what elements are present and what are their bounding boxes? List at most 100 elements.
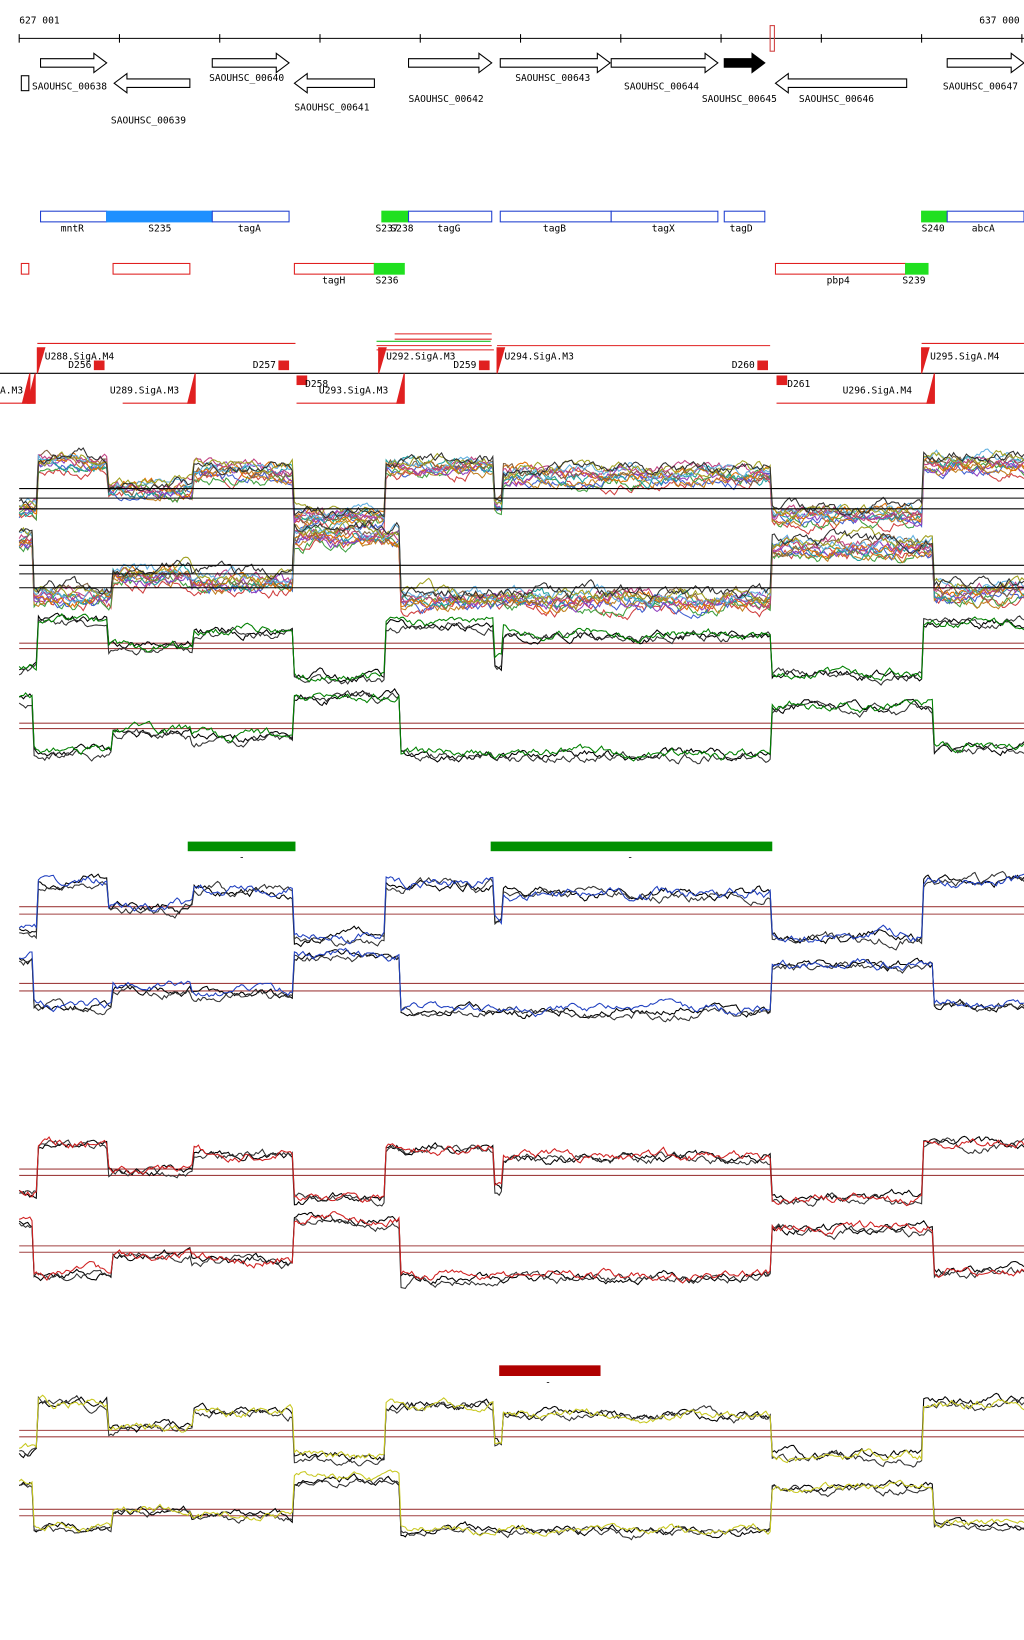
site-label: D257 bbox=[253, 360, 276, 371]
feature-label: tagG bbox=[437, 223, 460, 234]
feature-label: S235 bbox=[148, 223, 171, 234]
trace bbox=[18, 449, 1024, 526]
feature-label: S236 bbox=[375, 276, 398, 287]
feature-box bbox=[921, 210, 948, 223]
region-bar bbox=[187, 841, 296, 852]
site-label: D258 bbox=[305, 379, 328, 390]
gene-arrow bbox=[408, 52, 493, 74]
feature-box bbox=[20, 262, 30, 275]
bar-mark: - bbox=[239, 853, 245, 864]
site-label: D259 bbox=[453, 360, 476, 371]
gene-arrow bbox=[113, 72, 191, 94]
feature-label: S237 bbox=[375, 223, 398, 234]
trace bbox=[18, 455, 1024, 525]
gene-label: SAOUHSC_00640 bbox=[209, 73, 284, 84]
feature-box bbox=[946, 210, 1024, 223]
gene-arrow bbox=[774, 72, 908, 94]
feature-box bbox=[293, 262, 375, 275]
site-label: D256 bbox=[68, 360, 91, 371]
promoter-flag bbox=[921, 347, 930, 374]
trace bbox=[19, 870, 1024, 951]
terminator bbox=[278, 360, 290, 371]
promoter-flag bbox=[496, 347, 506, 374]
feature-label: tagB bbox=[543, 223, 566, 234]
gene-label: SAOUHSC_00647 bbox=[943, 81, 1018, 92]
gene-label: SAOUHSC_00642 bbox=[409, 94, 484, 105]
gene-label: SAOUHSC_00641 bbox=[294, 103, 369, 114]
trace bbox=[18, 519, 1024, 601]
site-label: A.M3 bbox=[0, 385, 23, 396]
trace bbox=[19, 1394, 1024, 1468]
bar-mark: - bbox=[627, 853, 633, 864]
feature-box bbox=[373, 262, 405, 275]
feature-label: tagD bbox=[730, 223, 753, 234]
feature-label: mntR bbox=[61, 223, 84, 234]
region-bar bbox=[490, 841, 773, 852]
trace bbox=[19, 1211, 1024, 1284]
feature-box bbox=[40, 210, 108, 223]
feature-label: tagA bbox=[238, 223, 261, 234]
promoter-flag bbox=[21, 373, 31, 404]
expression-traces bbox=[18, 447, 1024, 1541]
trace bbox=[18, 1469, 1024, 1537]
feature-label: S238 bbox=[390, 223, 413, 234]
trace bbox=[18, 873, 1024, 948]
site-label: U295.SigA.M4 bbox=[930, 351, 1000, 362]
terminator bbox=[757, 360, 768, 371]
gene-arrow bbox=[499, 52, 612, 74]
feature-label: S239 bbox=[902, 276, 925, 287]
trace bbox=[19, 612, 1024, 683]
trace bbox=[18, 873, 1024, 945]
trace bbox=[18, 1136, 1024, 1207]
gene-arrow bbox=[211, 52, 290, 74]
gene-label: SAOUHSC_00638 bbox=[32, 81, 107, 92]
site-label: U289.SigA.M3 bbox=[110, 385, 180, 396]
terminator bbox=[478, 360, 490, 371]
trace bbox=[19, 687, 1024, 763]
site-label: D260 bbox=[732, 360, 755, 371]
promoter-flag bbox=[396, 373, 405, 404]
feature-label: abcA bbox=[972, 223, 995, 234]
trace bbox=[18, 615, 1024, 686]
site-label: U296.SigA.M4 bbox=[843, 385, 913, 396]
promoter-flag bbox=[926, 373, 935, 404]
site-label: D261 bbox=[787, 379, 810, 390]
trace bbox=[18, 692, 1024, 762]
trace bbox=[18, 612, 1024, 683]
feature-box bbox=[112, 262, 191, 275]
feature-box bbox=[408, 210, 493, 223]
trace bbox=[19, 947, 1024, 1018]
feature-box bbox=[774, 262, 907, 275]
layout-shapes bbox=[0, 25, 1024, 1376]
trace bbox=[18, 456, 1024, 527]
trace bbox=[18, 1473, 1024, 1539]
feature-label: S240 bbox=[922, 223, 945, 234]
feature-label: tagH bbox=[322, 276, 345, 287]
feature-box bbox=[610, 210, 719, 223]
gene-stub bbox=[20, 75, 30, 92]
trace bbox=[18, 1214, 1024, 1290]
gene-arrow bbox=[723, 52, 766, 74]
feature-label: pbp4 bbox=[827, 276, 850, 287]
feature-box bbox=[905, 262, 929, 275]
trace bbox=[18, 455, 1024, 535]
terminator bbox=[93, 360, 105, 371]
trace bbox=[19, 519, 1024, 606]
ruler-start: 627 001 bbox=[19, 15, 60, 26]
feature-box bbox=[723, 210, 766, 223]
gene-arrow bbox=[40, 52, 108, 74]
site-label: U294.SigA.M3 bbox=[505, 351, 575, 362]
trace bbox=[19, 1394, 1024, 1464]
feature-box bbox=[211, 210, 290, 223]
site-label: U292.SigA.M3 bbox=[386, 351, 456, 362]
trace bbox=[19, 1137, 1024, 1207]
trace bbox=[18, 952, 1024, 1023]
gene-label: SAOUHSC_00645 bbox=[702, 94, 777, 105]
feature-box bbox=[499, 210, 612, 223]
ruler-end: 637 000 bbox=[979, 15, 1020, 26]
gene-label: SAOUHSC_00639 bbox=[111, 116, 186, 127]
position-marker bbox=[769, 25, 775, 52]
gene-label: SAOUHSC_00646 bbox=[799, 94, 874, 105]
region-bar bbox=[499, 1365, 601, 1376]
